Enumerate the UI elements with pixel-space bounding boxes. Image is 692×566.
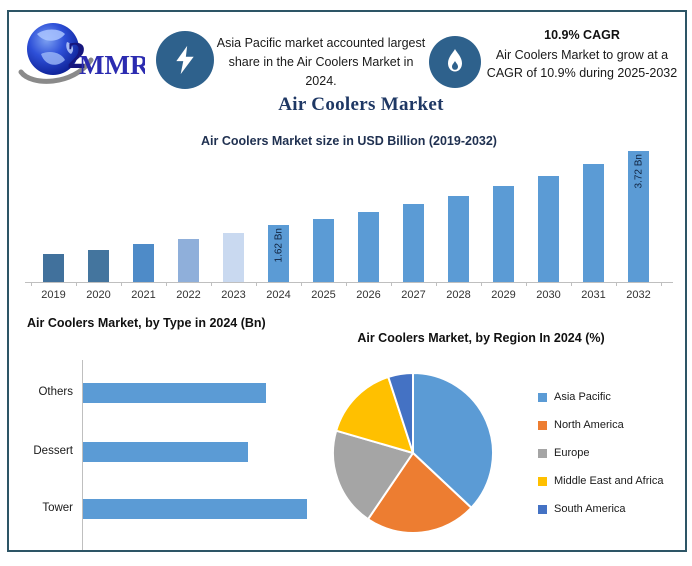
cagr-title: 10.9% CAGR: [544, 28, 620, 42]
type-label-tower: Tower: [42, 502, 73, 514]
x-axis-line: [25, 282, 673, 283]
legend-label-north-america: North America: [554, 419, 624, 431]
bar-column-2025: [301, 151, 346, 282]
bar-column-2023: [211, 151, 256, 282]
region-legend: Asia Pacific North America Europe Middle Ea…: [538, 383, 663, 523]
region-pie-chart: [332, 372, 494, 534]
market-size-chart-title: Air Coolers Market size in USD Billion (…: [201, 134, 497, 148]
mmr-logo: 2 MMR: [15, 16, 150, 94]
bar-2024: 1.62 Bn: [268, 225, 289, 282]
bar-2023: [223, 233, 244, 282]
legend-item-south-america: South America: [538, 495, 663, 523]
x-tick-2029: 2029: [491, 289, 516, 301]
legend-marker-asia-pacific: [538, 392, 547, 402]
legend-label-south-america: South America: [554, 503, 626, 515]
svg-text:2: 2: [67, 35, 86, 77]
bar-value-label-2024: 1.62 Bn: [273, 228, 284, 263]
x-tick-2030: 2030: [536, 289, 561, 301]
x-tick-2022: 2022: [176, 289, 201, 301]
bar-column-2028: [436, 151, 481, 282]
pie-slice-europe: [332, 429, 414, 521]
banner-text: Asia Pacific market accounted largest sh…: [216, 36, 426, 88]
bar-2028: [448, 196, 469, 282]
type-label-others: Others: [38, 386, 73, 398]
x-tick-2026: 2026: [356, 289, 381, 301]
x-tick-2021: 2021: [131, 289, 156, 301]
legend-item-europe: Europe: [538, 439, 663, 467]
type-bar-tower: [83, 499, 307, 519]
lightning-icon: [176, 45, 194, 75]
x-tick-2024: 2024: [266, 289, 291, 301]
x-tick-2028: 2028: [446, 289, 471, 301]
region-chart-title: Air Coolers Market, by Region In 2024 (%…: [357, 331, 605, 345]
type-label-dessert: Dessert: [33, 445, 73, 457]
pie-slice-asia-pacific: [412, 372, 494, 509]
bar-column-2030: [526, 151, 571, 282]
bar-column-2027: [391, 151, 436, 282]
legend-item-asia-pacific: Asia Pacific: [538, 383, 663, 411]
page-title: Air Coolers Market: [278, 94, 444, 115]
legend-marker-middle-east-and-africa: [538, 476, 547, 486]
bar-column-2021: [121, 151, 166, 282]
x-tick-2032: 2032: [626, 289, 651, 301]
x-tick-2031: 2031: [581, 289, 606, 301]
x-tick-2023: 2023: [221, 289, 246, 301]
legend-marker-europe: [538, 448, 547, 458]
legend-label-middle-east-and-africa: Middle East and Africa: [554, 475, 664, 487]
flame-badge: [429, 36, 481, 88]
bar-value-label-2032: 3.72 Bn: [633, 154, 644, 189]
x-tick-2019: 2019: [41, 289, 66, 301]
x-tick-2025: 2025: [311, 289, 336, 301]
type-bar-others: [83, 383, 266, 403]
bar-column-2031: [571, 151, 616, 282]
bar-2029: [493, 186, 514, 282]
bar-2032: 3.72 Bn: [628, 151, 649, 282]
bar-column-2024: 1.62 Bn: [256, 151, 301, 282]
bar-2021: [133, 244, 154, 282]
bar-2020: [88, 250, 109, 282]
legend-label-europe: Europe: [554, 447, 590, 459]
legend-item-north-america: North America: [538, 411, 663, 439]
type-chart-axis-line: [82, 360, 83, 550]
bar-2022: [178, 239, 199, 282]
bar-column-2032: 3.72 Bn: [616, 151, 661, 282]
bar-column-2022: [166, 151, 211, 282]
x-tick-2027: 2027: [401, 289, 426, 301]
market-size-bar-chart: 1.62 Bn 3.72 Bn: [31, 151, 661, 282]
bar-2027: [403, 204, 424, 282]
cagr-block: 10.9% CAGR Air Coolers Market to grow at…: [479, 26, 685, 82]
cagr-text: Air Coolers Market to grow at a CAGR of …: [486, 48, 678, 80]
pie-slice-south-america: [387, 372, 414, 454]
bar-column-2029: [481, 151, 526, 282]
x-axis-ticks: [31, 283, 663, 286]
svg-text:MMR: MMR: [79, 50, 145, 80]
bar-column-2020: [76, 151, 121, 282]
legend-item-middle-east-and-africa: Middle East and Africa: [538, 467, 663, 495]
bar-2030: [538, 176, 559, 282]
legend-marker-south-america: [538, 504, 547, 514]
x-tick-2020: 2020: [86, 289, 111, 301]
lightning-badge: [156, 31, 214, 89]
bar-2026: [358, 212, 379, 282]
bar-2031: [583, 164, 604, 282]
pie-slice-north-america: [367, 452, 473, 534]
bar-column-2026: [346, 151, 391, 282]
bar-column-2019: [31, 151, 76, 282]
type-bar-dessert: [83, 442, 248, 462]
type-chart-title: Air Coolers Market, by Type in 2024 (Bn): [27, 316, 266, 330]
outer-frame: 2 MMR Asia Pacific market accounted larg…: [7, 10, 687, 552]
legend-marker-north-america: [538, 420, 547, 430]
bar-2019: [43, 254, 64, 282]
globe-icon: 2 MMR: [18, 23, 150, 84]
flame-icon: [448, 49, 462, 72]
legend-label-asia-pacific: Asia Pacific: [554, 391, 611, 403]
bar-2025: [313, 219, 334, 282]
x-axis-labels: 2019 2020 2021 2022 2023 2024 2025 2026 2027 2028…: [31, 289, 661, 301]
